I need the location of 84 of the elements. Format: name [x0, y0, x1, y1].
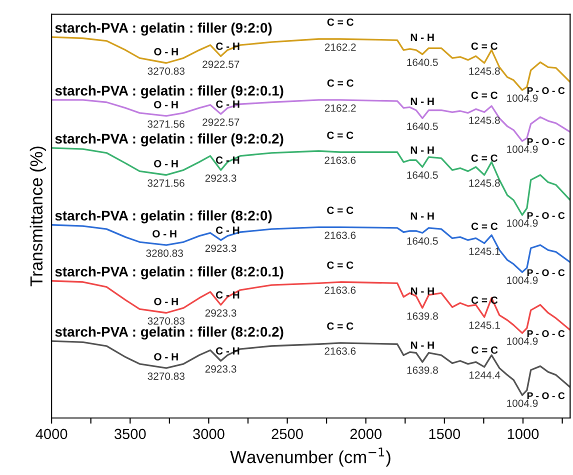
annotation: 2163.6 [324, 286, 356, 294]
annotation: N - H [410, 146, 434, 154]
annotation: C - H [216, 100, 240, 108]
annotation: O - H [154, 160, 178, 168]
annotation: C = C [327, 261, 354, 269]
x-tick-label: 3500 [114, 428, 146, 440]
annotation: 2162.2 [324, 43, 356, 51]
annotation: 2923.3 [205, 365, 236, 373]
annotation: 1639.8 [407, 366, 438, 374]
annotation: 3271.56 [148, 179, 184, 187]
annotation: 1640.5 [407, 237, 438, 245]
annotation: 3271.56 [148, 120, 184, 128]
series-label: starch-PVA : gelatin : filler (8:2:0.1) [55, 266, 284, 280]
annotation: C = C [471, 222, 498, 230]
annotation: 3270.83 [148, 67, 185, 75]
x-tick-label: 2500 [272, 428, 303, 440]
annotation: C = C [327, 18, 354, 26]
annotation: 1004.9 [507, 276, 538, 284]
annotation: O - H [152, 230, 176, 238]
annotation: P - O - C [527, 138, 565, 146]
annotation: 1640.5 [407, 58, 438, 66]
annotation: 1004.9 [507, 338, 538, 345]
annotation: N - H [410, 212, 434, 220]
x-tick-label: 2000 [350, 428, 382, 440]
annotation: 3280.83 [146, 250, 183, 257]
annotation: 1245.1 [469, 322, 500, 329]
annotation: C - H [216, 156, 240, 164]
annotation: C - H [216, 291, 240, 299]
annotation: C - H [216, 226, 240, 234]
series-label: starch-PVA : gelatin : filler (8:2:0.2) [55, 326, 284, 340]
annotation: 2163.6 [324, 232, 356, 239]
annotation: 2922.57 [202, 118, 240, 126]
annotation: O - H [154, 298, 178, 306]
annotation: 1245.1 [469, 248, 500, 255]
annotation: 2923.3 [205, 244, 236, 252]
annotation: C = C [472, 346, 498, 354]
annotation: C = C [327, 206, 354, 214]
annotation: 1640.5 [407, 122, 438, 130]
annotation: 1004.9 [507, 400, 538, 407]
annotation: N - H [411, 287, 434, 295]
x-tick-label: 4000 [36, 428, 68, 440]
annotation: C = C [471, 154, 498, 162]
annotation: P - O - C [527, 269, 565, 276]
annotation: 1004.9 [507, 94, 538, 102]
annotation: 1244.4 [469, 371, 500, 379]
annotation: C = C [327, 79, 354, 87]
annotation: 1245.8 [469, 67, 500, 75]
annotation: P - O - C [527, 212, 565, 219]
x-tick-label: 3000 [193, 428, 224, 440]
series-label: starch-PVA : gelatin : filler (9:2:0) [55, 22, 272, 36]
series-label: starch-PVA : gelatin : filler (8:2:0) [55, 210, 272, 224]
annotation: 1245.8 [469, 116, 500, 124]
annotation: 2163.6 [324, 156, 356, 164]
series-label: starch-PVA : gelatin : filler (9:2:0.1) [55, 85, 284, 98]
annotation: 3270.83 [148, 317, 185, 325]
annotation: O - H [154, 353, 178, 360]
annotation: P - O - C [527, 87, 565, 94]
y-axis-title: Transmittance (%) [30, 146, 46, 286]
x-tick-label: 1000 [508, 428, 539, 440]
annotation: 1640.5 [407, 171, 438, 179]
annotation: C = C [471, 92, 498, 99]
annotation: C = C [327, 132, 354, 139]
annotation: 2163.6 [324, 347, 356, 355]
annotation: 1639.8 [407, 312, 438, 320]
annotation: N - H [411, 342, 434, 349]
annotation: 1004.9 [507, 219, 538, 227]
annotation: 2162.2 [324, 104, 356, 112]
annotation: C = C [471, 42, 498, 50]
annotation: N - H [410, 34, 434, 41]
series-label: starch-PVA : gelatin : filler (9:2:0.2) [55, 133, 284, 146]
annotation: P - O - C [527, 330, 565, 338]
annotation: O - H [154, 100, 178, 108]
x-axis-title: Wavenumber (cm$^{−1}$) [230, 448, 390, 467]
x-tick-label: 1500 [429, 428, 460, 440]
annotation: O - H [154, 48, 178, 56]
annotation: 1004.9 [507, 146, 538, 153]
annotation: 3270.83 [148, 372, 185, 380]
annotation: 1245.8 [469, 179, 500, 187]
annotation: P - O - C [527, 392, 565, 400]
annotation: 2923.3 [205, 309, 236, 317]
annotation: N - H [410, 98, 434, 105]
annotation: 2923.3 [205, 174, 236, 182]
annotation: C = C [327, 322, 354, 330]
annotation: 2922.57 [202, 60, 240, 68]
